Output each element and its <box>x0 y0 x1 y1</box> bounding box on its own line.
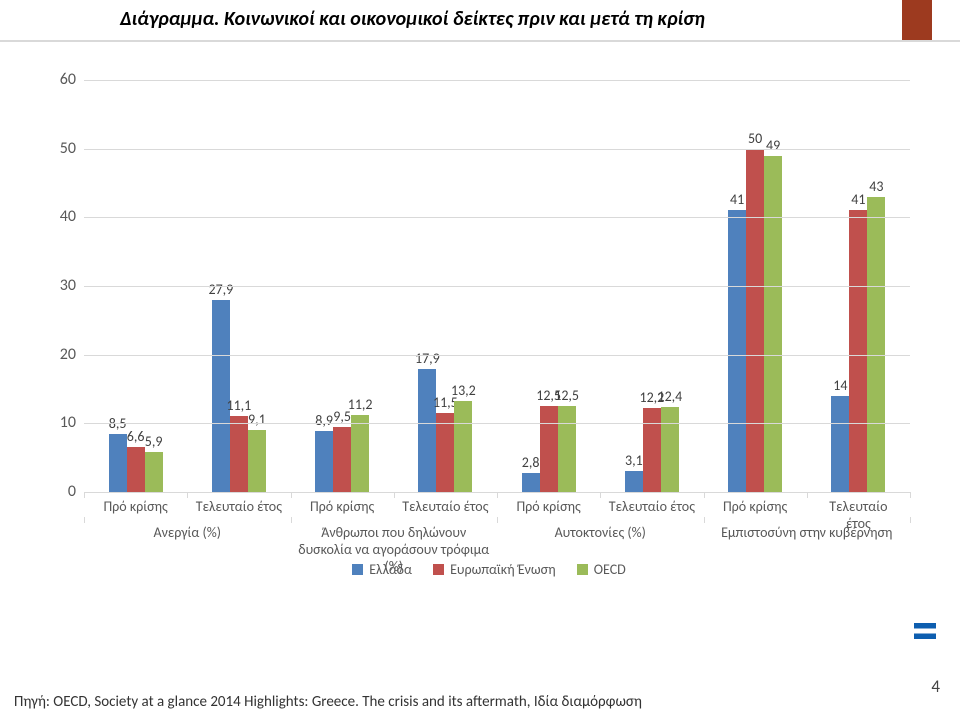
bar-value-label: 43 <box>869 178 883 195</box>
bar-value-label: 13,2 <box>451 382 476 399</box>
legend: Ελλάδα Ευρωπαϊκή Ένωση OECD <box>0 560 960 578</box>
x-tick <box>497 492 498 498</box>
gridline <box>84 217 910 218</box>
slide: Διάγραμμα. Κοινωνικοί και οικονομικοί δε… <box>0 0 960 719</box>
x-group-label: Ανεργία (%) <box>87 524 287 541</box>
legend-swatch-2 <box>577 564 588 575</box>
bar-value-label: 17,9 <box>415 350 440 367</box>
gridline <box>84 355 910 356</box>
gridline <box>84 80 910 81</box>
bar <box>540 406 558 492</box>
page-number: 4 <box>931 676 940 697</box>
bar-value-label: 27,9 <box>208 281 233 298</box>
bar-chart: 8,56,65,927,911,19,18,99,511,217,911,513… <box>40 80 920 580</box>
bar-value-label: 41 <box>851 191 865 208</box>
bar <box>558 406 576 492</box>
bar <box>849 210 867 492</box>
bar <box>230 416 248 492</box>
bar <box>764 156 782 492</box>
bar <box>315 431 333 492</box>
legend-label-1: Ευρωπαϊκή Ένωση <box>450 561 556 578</box>
bar <box>333 427 351 492</box>
bar-value-label: 11,2 <box>348 396 373 413</box>
gridline <box>84 286 910 287</box>
bar <box>127 447 145 492</box>
bar <box>643 408 661 492</box>
bar <box>109 434 127 492</box>
source-text: Πηγή: OECD, Society at a glance 2014 Hig… <box>14 693 642 711</box>
bar-value-label: 49 <box>766 137 780 154</box>
y-tick-label: 20 <box>40 345 76 364</box>
x-tick <box>910 492 911 498</box>
legend-swatch-1 <box>433 564 444 575</box>
bar-value-label: 14 <box>833 377 847 394</box>
y-tick-label: 30 <box>40 276 76 295</box>
x-sub-label: Πρό κρίσης <box>103 498 167 515</box>
x-sub-label: Πρό κρίσης <box>310 498 374 515</box>
y-tick-label: 40 <box>40 207 76 226</box>
bar <box>351 415 369 492</box>
bar <box>145 452 163 493</box>
bar-value-label: 50 <box>748 130 762 147</box>
bar-value-label: 12,5 <box>554 387 579 404</box>
x-group-tick <box>84 517 85 523</box>
x-group-tick <box>497 517 498 523</box>
title-underline <box>0 40 960 42</box>
x-tick <box>291 492 292 498</box>
x-tick <box>187 492 188 498</box>
x-sub-label: Πρό κρίσης <box>723 498 787 515</box>
bar <box>625 471 643 492</box>
bar-value-label: 8,9 <box>315 412 333 429</box>
bar-value-label: 5,9 <box>145 433 163 450</box>
flag-icon <box>914 623 936 639</box>
page-title: Διάγραμμα. Κοινωνικοί και οικονομικοί δε… <box>120 7 705 31</box>
bar <box>746 149 764 492</box>
legend-label-0: Ελλάδα <box>369 561 412 578</box>
bar-value-label: 12,4 <box>657 388 682 405</box>
y-tick-label: 60 <box>40 70 76 89</box>
bar <box>661 407 679 492</box>
bar <box>728 210 746 492</box>
bar <box>418 369 436 492</box>
gridline <box>84 423 910 424</box>
x-sub-label: Τελευταίο έτος <box>829 498 887 532</box>
bar-value-label: 9,1 <box>248 411 266 428</box>
x-sub-label: Τελευταίο έτος <box>402 498 488 515</box>
x-group-tick <box>910 517 911 523</box>
bar-value-label: 3,1 <box>625 452 643 469</box>
bar <box>436 413 454 492</box>
title-wrap: Διάγραμμα. Κοινωνικοί και οικονομικοί δε… <box>0 7 960 31</box>
y-tick-label: 50 <box>40 139 76 158</box>
bar <box>522 473 540 492</box>
x-group-tick <box>704 517 705 523</box>
x-tick <box>394 492 395 498</box>
x-tick <box>704 492 705 498</box>
y-tick-label: 0 <box>40 482 76 501</box>
x-group-label: Αυτοκτονίες (%) <box>500 524 700 541</box>
x-group-tick <box>291 517 292 523</box>
x-tick <box>600 492 601 498</box>
bar <box>248 430 266 492</box>
footer-logo <box>820 623 940 659</box>
x-tick <box>807 492 808 498</box>
legend-swatch-0 <box>352 564 363 575</box>
y-tick-label: 10 <box>40 413 76 432</box>
title-accent <box>900 0 932 40</box>
gridline <box>84 149 910 150</box>
bar-value-label: 6,6 <box>127 428 145 445</box>
bar-value-label: 41 <box>730 191 744 208</box>
x-sub-label: Τελευταίο έτος <box>196 498 282 515</box>
legend-label-2: OECD <box>594 561 626 578</box>
x-sub-label: Πρό κρίσης <box>516 498 580 515</box>
x-sub-label: Τελευταίο έτος <box>609 498 695 515</box>
x-tick <box>84 492 85 498</box>
bar <box>454 401 472 492</box>
bar-value-label: 2,8 <box>522 454 540 471</box>
bar <box>831 396 849 492</box>
bar <box>867 197 885 492</box>
